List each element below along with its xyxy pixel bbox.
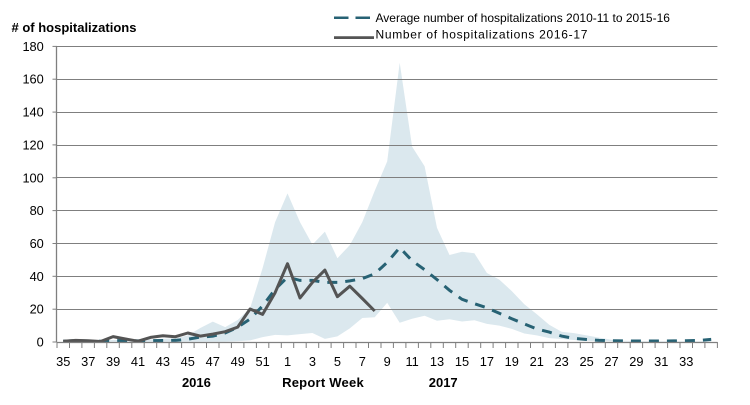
svg-text:7: 7: [359, 354, 366, 369]
svg-text:43: 43: [156, 354, 170, 369]
svg-text:Number of hospitalizations 201: Number of hospitalizations 2016-17: [376, 28, 589, 42]
svg-text:19: 19: [505, 354, 519, 369]
svg-text:23: 23: [554, 354, 568, 369]
svg-text:51: 51: [255, 354, 269, 369]
svg-text:140: 140: [22, 105, 43, 120]
svg-text:27: 27: [604, 354, 618, 369]
svg-text:80: 80: [30, 203, 44, 218]
svg-text:37: 37: [81, 354, 95, 369]
svg-text:25: 25: [579, 354, 593, 369]
svg-text:41: 41: [131, 354, 145, 369]
svg-text:Average number of hospitalizat: Average number of hospitalizations 2010-…: [376, 11, 671, 25]
svg-text:33: 33: [679, 354, 693, 369]
svg-text:2017: 2017: [429, 375, 458, 390]
svg-text:120: 120: [22, 137, 43, 152]
svg-text:17: 17: [480, 354, 494, 369]
svg-text:21: 21: [530, 354, 544, 369]
svg-text:40: 40: [30, 269, 44, 284]
svg-text:11: 11: [405, 354, 418, 369]
svg-text:35: 35: [56, 354, 70, 369]
svg-text:15: 15: [455, 354, 469, 369]
svg-text:1: 1: [284, 354, 291, 369]
svg-text:160: 160: [22, 72, 43, 87]
svg-text:29: 29: [629, 354, 643, 369]
svg-text:100: 100: [22, 170, 43, 185]
svg-text:49: 49: [231, 354, 245, 369]
svg-text:# of hospitalizations: # of hospitalizations: [12, 20, 137, 35]
svg-text:47: 47: [206, 354, 220, 369]
svg-text:20: 20: [30, 302, 44, 317]
svg-text:0: 0: [37, 335, 44, 350]
svg-text:5: 5: [334, 354, 341, 369]
svg-text:13: 13: [430, 354, 444, 369]
svg-text:31: 31: [654, 354, 668, 369]
svg-text:3: 3: [309, 354, 316, 369]
svg-text:180: 180: [22, 39, 43, 54]
svg-text:39: 39: [106, 354, 120, 369]
svg-text:45: 45: [181, 354, 195, 369]
svg-text:9: 9: [384, 354, 391, 369]
svg-text:60: 60: [30, 236, 44, 251]
svg-text:2016: 2016: [182, 375, 211, 390]
svg-text:Report Week: Report Week: [282, 375, 364, 390]
